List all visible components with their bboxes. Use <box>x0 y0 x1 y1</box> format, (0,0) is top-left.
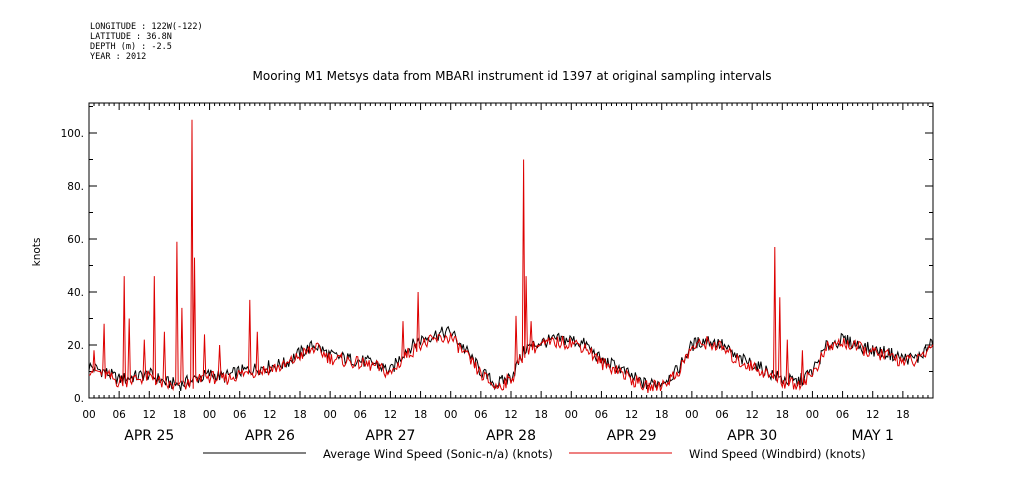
x-tick-label: 18 <box>776 409 789 421</box>
x-tick-label: 06 <box>233 409 247 421</box>
date-label: APR 26 <box>245 428 295 444</box>
date-label: APR 29 <box>607 428 657 444</box>
legend-label: Average Wind Speed (Sonic-n/a) (knots) <box>323 447 553 461</box>
x-tick-label: 12 <box>625 409 638 421</box>
x-tick-label: 00 <box>203 409 216 421</box>
x-tick-label: 00 <box>323 409 336 421</box>
x-tick-label: 18 <box>655 409 668 421</box>
x-tick-label: 18 <box>414 409 427 421</box>
y-axis-label: knots <box>31 238 43 267</box>
x-tick-label: 00 <box>82 409 95 421</box>
chart-title: Mooring M1 Metsys data from MBARI instru… <box>253 69 772 83</box>
date-label: APR 25 <box>124 428 174 444</box>
y-tick-label: 60. <box>67 234 84 246</box>
legend: Average Wind Speed (Sonic-n/a) (knots) Wi… <box>203 447 866 461</box>
x-tick-label: 06 <box>595 409 609 421</box>
x-tick-label: 06 <box>836 409 850 421</box>
date-label: APR 28 <box>486 428 536 444</box>
latitude-label: LATITUDE : 36.8N <box>90 32 172 42</box>
legend-label: Wind Speed (Windbird) (knots) <box>689 447 866 461</box>
y-tick-label: 80. <box>67 181 84 193</box>
x-tick-label: 00 <box>685 409 698 421</box>
y-tick-label: 40. <box>67 287 84 299</box>
date-label: MAY 1 <box>851 428 893 444</box>
depth-label: DEPTH (m) : -2.5 <box>90 42 172 52</box>
x-tick-label: 12 <box>745 409 758 421</box>
x-tick-label: 18 <box>293 409 306 421</box>
x-tick-label: 12 <box>263 409 276 421</box>
x-tick-label: 18 <box>534 409 547 421</box>
y-tick-label: 0. <box>74 393 84 405</box>
y-tick-label: 20. <box>67 340 84 352</box>
year-label: YEAR : 2012 <box>90 52 147 62</box>
series-layer <box>88 119 934 393</box>
x-tick-label: 18 <box>173 409 186 421</box>
metadata-block: LONGITUDE : 122W(-122) LATITUDE : 36.8N … <box>90 22 203 62</box>
windbird-series-line <box>88 119 934 393</box>
date-label: APR 27 <box>365 428 415 444</box>
axes-layer: 0. 20. 40. 60. 80. 100. 00 06 12 18 00 06 12 18 00 06 12… <box>61 103 934 444</box>
x-tick-label: 06 <box>112 409 126 421</box>
x-tick-label: 06 <box>474 409 488 421</box>
x-tick-label: 06 <box>715 409 729 421</box>
date-label: APR 30 <box>727 428 777 444</box>
x-tick-label: 18 <box>896 409 909 421</box>
plot-frame <box>88 102 934 399</box>
y-tick-label: 100. <box>61 128 84 140</box>
longitude-label: LONGITUDE : 122W(-122) <box>90 22 203 32</box>
x-tick-label: 12 <box>866 409 879 421</box>
x-tick-label: 12 <box>143 409 156 421</box>
x-tick-label: 12 <box>504 409 517 421</box>
x-tick-label: 12 <box>384 409 397 421</box>
x-tick-label: 00 <box>444 409 457 421</box>
x-tick-label: 06 <box>354 409 368 421</box>
x-tick-label: 00 <box>806 409 819 421</box>
x-tick-label: 00 <box>565 409 578 421</box>
